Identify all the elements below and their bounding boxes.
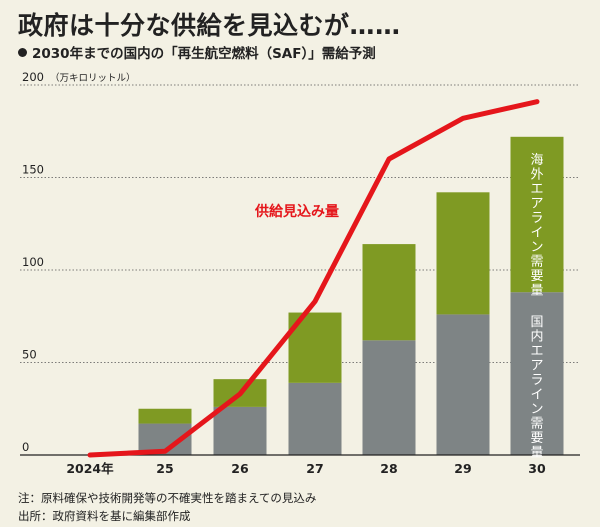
x-tick-label: 29 <box>454 461 471 476</box>
y-tick-label: 50 <box>22 348 37 362</box>
bar-domestic <box>362 340 416 455</box>
x-tick-label: 28 <box>380 461 397 476</box>
chart-title: 政府は十分な供給を見込むが…… <box>18 11 401 40</box>
bar-overseas <box>138 408 192 424</box>
bar-domestic <box>510 292 564 455</box>
legend-overseas-label: 海外エアライン需要量 <box>530 153 543 299</box>
bar-overseas <box>436 192 490 315</box>
y-tick-label: 0 <box>22 440 29 454</box>
subtitle-text: 2030年までの国内の「再生航空燃料（SAF）」需給予測 <box>32 46 376 62</box>
footnote: 注：原料確保や技術開発等の不確実性を踏まえての見込み <box>18 491 317 505</box>
demand-supply-chart: 0 50 100 150 200 （万キロリットル） 2024年 25 26 27 28 29 30 供給… <box>20 70 580 476</box>
bar-domestic <box>213 406 267 455</box>
y-tick-label: 150 <box>22 163 44 177</box>
x-tick-label: 27 <box>306 461 323 476</box>
bar-domestic <box>436 314 490 455</box>
bar-domestic <box>288 382 342 455</box>
x-tick-label: 2024年 <box>66 461 114 476</box>
bullet-icon <box>18 48 27 57</box>
bar-overseas <box>362 244 416 341</box>
x-tick-label: 30 <box>528 461 546 476</box>
supply-line-label: 供給見込み量 <box>254 203 339 220</box>
chart-subtitle: 2030年までの国内の「再生航空燃料（SAF）」需給予測 <box>18 42 376 62</box>
legend-domestic-label: 国内エアライン需要量 <box>530 315 543 461</box>
y-unit-label: （万キロリットル） <box>50 72 136 84</box>
bar-overseas <box>510 136 564 293</box>
y-tick-label: 200 <box>22 70 44 84</box>
source-note: 出所：政府資料を基に編集部作成 <box>18 509 191 523</box>
x-tick-label: 25 <box>156 461 173 476</box>
y-tick-label: 100 <box>22 255 44 269</box>
x-tick-label: 26 <box>231 461 249 476</box>
